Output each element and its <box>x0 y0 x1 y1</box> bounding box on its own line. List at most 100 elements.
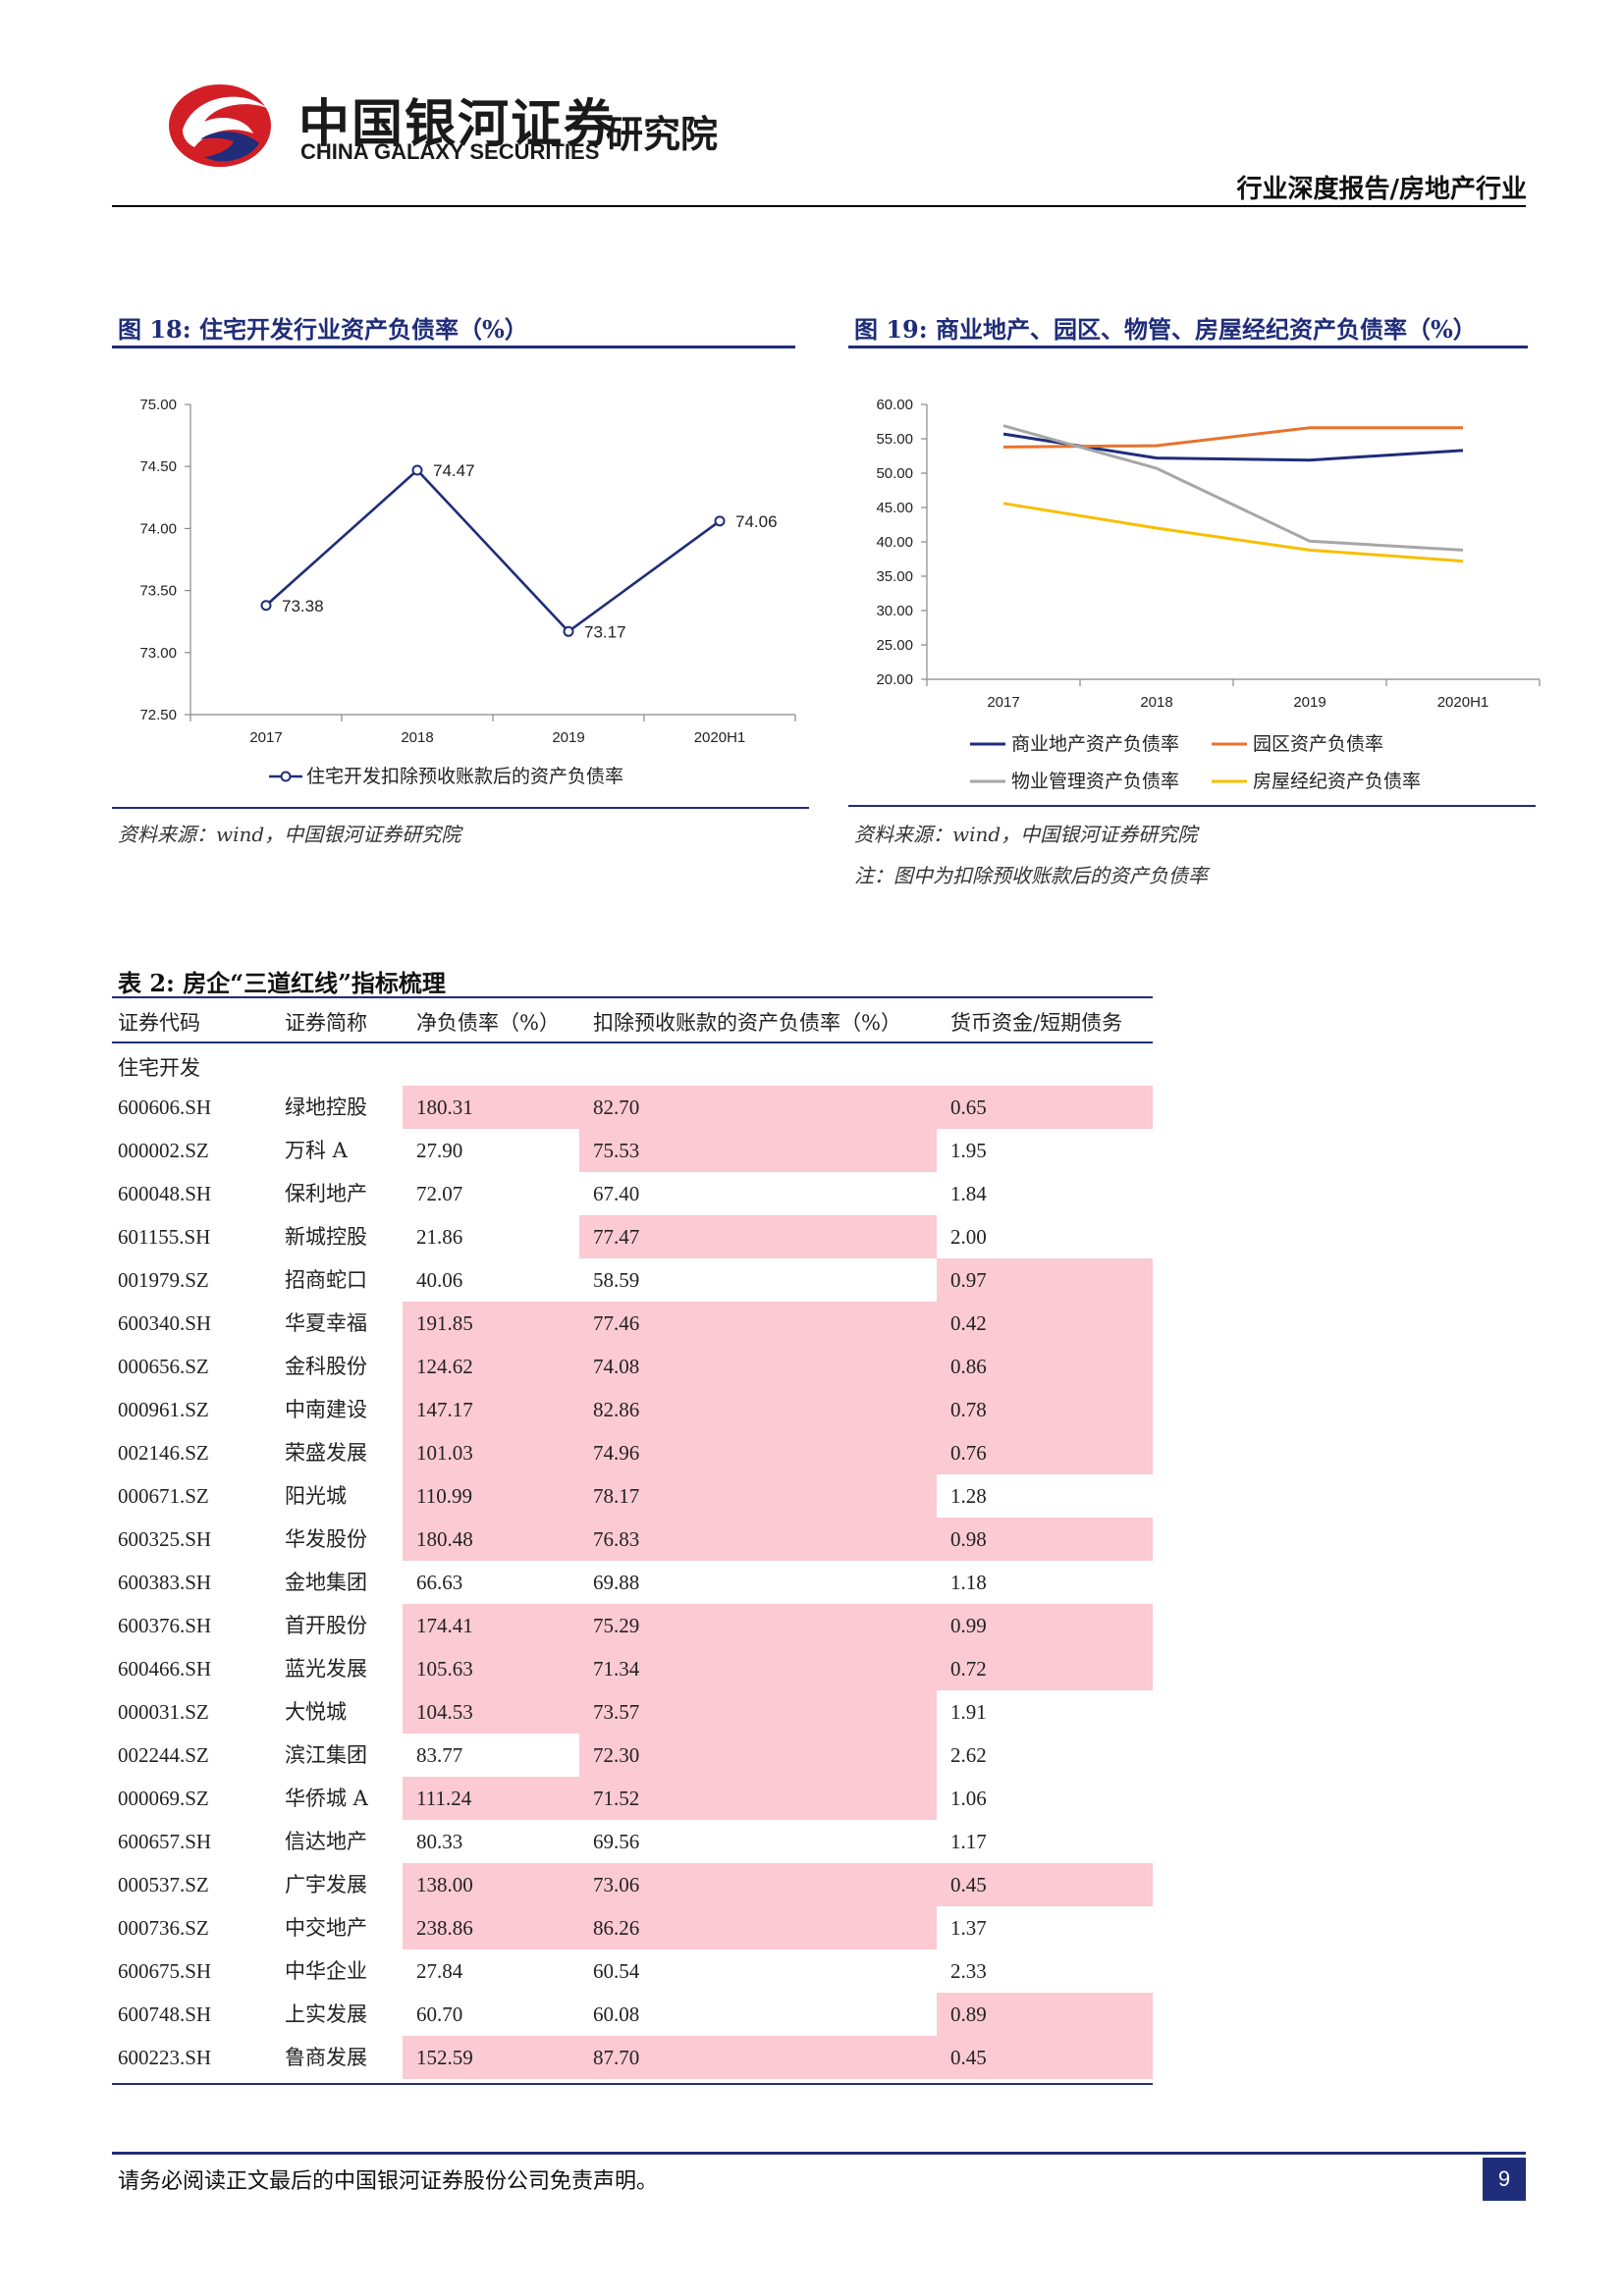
table-header-liability-ratio: 扣除预收账款的资产负债率（%） <box>593 1011 901 1035</box>
figure19-title: 图 19: 商业地产、园区、物管、房屋经纪资产负债率（%） <box>854 315 1477 344</box>
cell-liability-ratio: 73.06 <box>579 1863 937 1906</box>
cell-code: 600657.SH <box>118 1830 212 1853</box>
cell-code: 600466.SH <box>118 1657 212 1681</box>
cell-name: 信达地产 <box>285 1830 367 1853</box>
cell-cash-ratio: 0.45 <box>937 1863 1153 1906</box>
table-row: 600657.SH 信达地产 80.33 69.56 1.17 <box>112 1820 1153 1863</box>
cell-net-debt: 152.59 <box>403 2036 579 2079</box>
cell-name: 华夏幸福 <box>285 1311 367 1335</box>
figure18-bottom-rule <box>112 807 809 809</box>
x-tick-label: 2017 <box>249 729 282 746</box>
table-header-code: 证券代码 <box>118 1011 200 1035</box>
table-row: 000069.SZ 华侨城 A 111.24 71.52 1.06 <box>112 1777 1153 1820</box>
figure18-title-rule <box>112 346 795 348</box>
page-number: 9 <box>1483 2158 1526 2201</box>
table-row: 600748.SH 上实发展 60.70 60.08 0.89 <box>112 1993 1153 2036</box>
figure19-bottom-rule <box>848 805 1536 807</box>
cell-liability-ratio: 67.40 <box>593 1182 640 1205</box>
cell-cash-ratio: 0.72 <box>937 1647 1153 1690</box>
cell-liability-ratio: 74.08 <box>579 1345 937 1388</box>
cell-net-debt: 124.62 <box>403 1345 579 1388</box>
table-row: 600383.SH 金地集团 66.63 69.88 1.18 <box>112 1561 1153 1604</box>
cell-liability-ratio: 60.08 <box>593 2002 640 2026</box>
cell-cash-ratio: 2.33 <box>950 1959 987 1983</box>
cell-cash-ratio: 0.86 <box>937 1345 1153 1388</box>
legend-label-brokerage: 房屋经纪资产负债率 <box>1253 771 1421 792</box>
cell-code: 600748.SH <box>118 2002 212 2026</box>
cell-name: 中交地产 <box>285 1916 367 1940</box>
cell-code: 000537.SZ <box>118 1873 209 1896</box>
cell-name: 蓝光发展 <box>285 1657 367 1681</box>
cell-cash-ratio: 0.42 <box>937 1302 1153 1345</box>
y-tick-label: 20.00 <box>876 671 913 688</box>
cell-name: 万科 A <box>285 1139 348 1162</box>
cell-code: 601155.SH <box>118 1225 211 1249</box>
cell-net-debt: 174.41 <box>403 1604 579 1647</box>
cell-cash-ratio: 1.37 <box>950 1916 987 1940</box>
data-point <box>563 625 574 637</box>
data-label: 73.17 <box>584 622 626 641</box>
table-row: 600675.SH 中华企业 27.84 60.54 2.33 <box>112 1949 1153 1993</box>
cell-liability-ratio: 77.47 <box>579 1215 937 1258</box>
cell-liability-ratio: 82.70 <box>579 1086 937 1129</box>
y-tick-label: 25.00 <box>876 637 913 654</box>
table-header-name: 证券简称 <box>285 1011 367 1035</box>
cell-name: 滨江集团 <box>285 1743 367 1767</box>
cell-name: 鲁商发展 <box>285 2046 367 2069</box>
table-row: 600223.SH 鲁商发展 152.59 87.70 0.45 <box>112 2036 1153 2079</box>
cell-liability-ratio: 75.29 <box>579 1604 937 1647</box>
cell-name: 中华企业 <box>285 1959 367 1983</box>
legend-label: 住宅开发扣除预收账款后的资产负债率 <box>306 766 623 787</box>
cell-net-debt: 104.53 <box>403 1690 579 1734</box>
cell-code: 001979.SZ <box>118 1268 209 1292</box>
cell-net-debt: 105.63 <box>403 1647 579 1690</box>
x-tick-label: 2018 <box>401 729 433 746</box>
cell-code: 600383.SH <box>118 1571 212 1594</box>
cell-liability-ratio: 60.54 <box>593 1959 640 1983</box>
x-tick-label: 2017 <box>987 694 1019 711</box>
logo-institute-name: 研究院 <box>606 113 719 156</box>
table-row: 001979.SZ 招商蛇口 40.06 58.59 0.97 <box>112 1258 1153 1302</box>
cell-liability-ratio: 86.26 <box>579 1906 937 1949</box>
legend-label-property-mgmt: 物业管理资产负债率 <box>1011 771 1179 792</box>
cell-code: 600606.SH <box>118 1095 212 1119</box>
cell-liability-ratio: 73.57 <box>579 1690 937 1734</box>
table-row: 000671.SZ 阳光城 110.99 78.17 1.28 <box>112 1474 1153 1518</box>
table-row: 002244.SZ 滨江集团 83.77 72.30 2.62 <box>112 1734 1153 1777</box>
cell-net-debt: 40.06 <box>416 1268 463 1292</box>
figure18-title: 图 18: 住宅开发行业资产负债率（%） <box>118 315 528 344</box>
table-row: 000002.SZ 万科 A 27.90 75.53 1.95 <box>112 1129 1153 1172</box>
data-point <box>260 600 272 612</box>
cell-liability-ratio: 69.56 <box>593 1830 640 1853</box>
y-tick-label: 72.50 <box>139 707 177 723</box>
data-label: 73.38 <box>282 597 324 615</box>
table-row: 000736.SZ 中交地产 238.86 86.26 1.37 <box>112 1906 1153 1949</box>
table-header-cash-ratio: 货币资金/短期债务 <box>950 1011 1123 1035</box>
cell-cash-ratio: 1.28 <box>950 1484 987 1508</box>
cell-net-debt: 180.31 <box>403 1086 579 1129</box>
cell-cash-ratio: 1.84 <box>950 1182 987 1205</box>
table-row: 600376.SH 首开股份 174.41 75.29 0.99 <box>112 1604 1153 1647</box>
cell-liability-ratio: 77.46 <box>579 1302 937 1345</box>
cell-liability-ratio: 75.53 <box>579 1129 937 1172</box>
cell-name: 绿地控股 <box>285 1095 367 1119</box>
cell-code: 000671.SZ <box>118 1484 209 1508</box>
cell-cash-ratio: 2.00 <box>950 1225 987 1249</box>
table-bottom-rule <box>112 2083 1153 2085</box>
cell-net-debt: 27.90 <box>416 1139 463 1162</box>
cell-cash-ratio: 0.97 <box>937 1258 1153 1302</box>
cell-cash-ratio: 1.18 <box>950 1571 987 1594</box>
cell-net-debt: 27.84 <box>416 1959 463 1983</box>
y-tick-label: 75.00 <box>139 397 177 413</box>
y-tick-label: 73.00 <box>139 645 177 662</box>
y-tick-label: 73.50 <box>139 583 177 600</box>
cell-name: 华侨城 A <box>285 1787 368 1810</box>
y-tick-label: 74.50 <box>139 458 177 475</box>
figure19-source: 资料来源：wind，中国银河证券研究院 <box>854 823 1198 846</box>
header-divider <box>112 205 1526 207</box>
y-tick-label: 55.00 <box>876 431 913 448</box>
y-tick-label: 40.00 <box>876 534 913 551</box>
y-tick-label: 60.00 <box>876 397 913 413</box>
series-line-3 <box>1002 502 1464 563</box>
table-row: 600340.SH 华夏幸福 191.85 77.46 0.42 <box>112 1302 1153 1345</box>
